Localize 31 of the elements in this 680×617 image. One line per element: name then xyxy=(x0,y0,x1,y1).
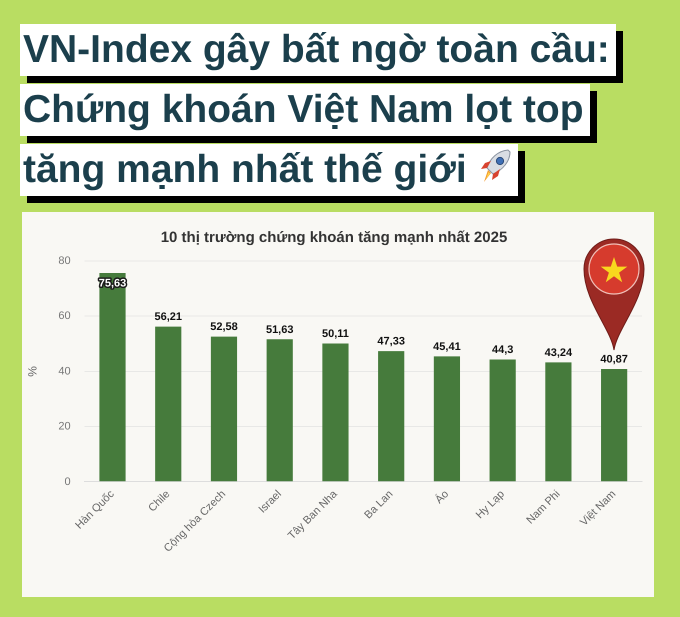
x-tick-label: Hy Lạp xyxy=(474,488,507,522)
data-label: 50,11 xyxy=(322,328,349,340)
bar xyxy=(490,360,516,482)
data-label: 47,33 xyxy=(377,336,405,348)
chart-subtitle: 10 thị trường chứng khoán tăng mạnh nhất 2025 xyxy=(160,229,508,246)
x-tick-label: Ba Lan xyxy=(362,488,396,522)
bar xyxy=(378,351,404,482)
bar xyxy=(434,356,460,482)
bar xyxy=(155,326,182,482)
bar xyxy=(210,336,238,482)
chart-title: VN-Index gây bất ngờ toàn cầu: Chứng khoán Việt Nam lọt top tăng mạnh nhất thế giới xyxy=(23,28,610,191)
data-label: 40,87 xyxy=(600,353,628,366)
bar xyxy=(99,273,126,482)
data-label: 45,41 xyxy=(433,340,461,353)
x-tick-label: Áo xyxy=(432,487,452,506)
y-tick-label: 40 xyxy=(58,365,71,378)
data-label: 56,21 xyxy=(154,311,182,324)
bar xyxy=(545,362,572,482)
data-label: 51,63 xyxy=(266,324,294,336)
y-tick-label: 80 xyxy=(58,255,71,268)
y-tick-label: 20 xyxy=(58,420,71,433)
data-label: 52,58 xyxy=(210,321,238,334)
bar xyxy=(266,339,293,482)
data-label: 43,24 xyxy=(544,346,574,359)
y-axis-title: % xyxy=(26,366,40,377)
x-tick-label: Tây Ban Nha xyxy=(286,488,340,542)
y-tick-label: 60 xyxy=(58,310,71,322)
bar xyxy=(322,343,349,482)
bar xyxy=(601,368,628,482)
y-tick-label: 0 xyxy=(64,476,71,488)
data-label: 44,3 xyxy=(492,344,514,356)
